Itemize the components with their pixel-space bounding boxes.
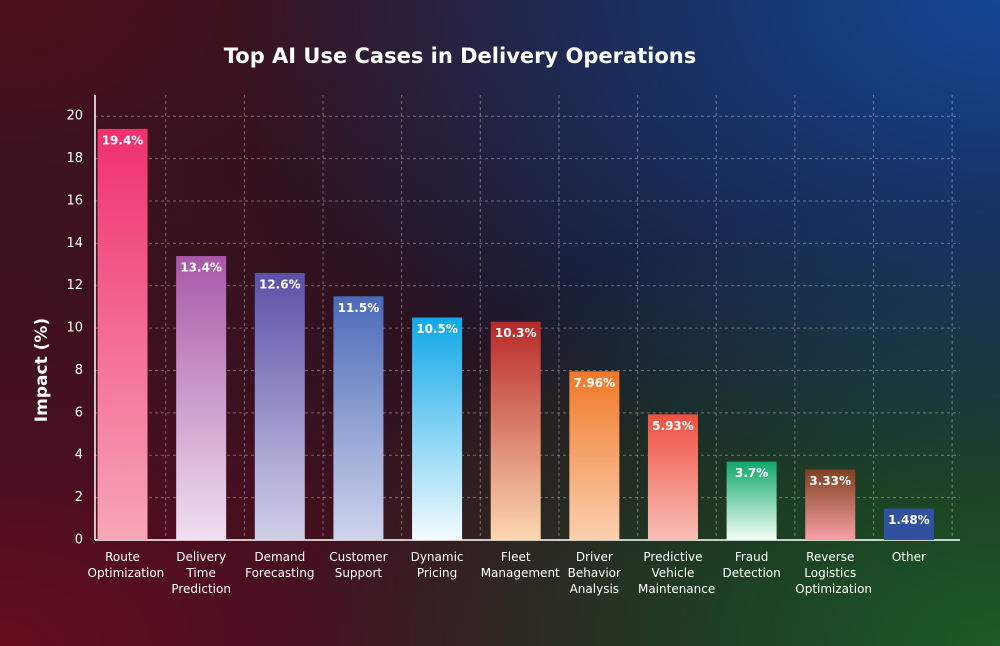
y-tick-label: 2 [75, 490, 83, 505]
bar [254, 273, 305, 540]
bar [412, 317, 463, 540]
bar [883, 508, 934, 540]
bar [726, 461, 777, 540]
data-label: 3.7% [735, 466, 768, 480]
x-tick-label: Other [891, 550, 926, 564]
bar [569, 371, 620, 540]
chart-title: Top AI Use Cases in Delivery Operations [224, 44, 697, 68]
y-tick-label: 12 [66, 278, 83, 293]
x-tick-label: Customer Support [329, 550, 388, 580]
x-tick-label: Fraud Detection [722, 550, 781, 580]
data-label: 10.5% [416, 322, 458, 336]
y-tick-label: 4 [75, 448, 83, 463]
y-axis-label: Impact (%) [32, 318, 52, 422]
data-label: 12.6% [259, 278, 301, 292]
bar [176, 256, 227, 540]
x-tick-label: Demand Forecasting [245, 550, 315, 580]
bar [333, 296, 384, 540]
data-label: 19.4% [102, 133, 144, 147]
x-tick-label: Reverse Logistics Optimization [795, 550, 873, 596]
data-label: 7.96% [574, 376, 616, 390]
y-tick-label: 8 [75, 363, 83, 378]
data-label: 13.4% [180, 261, 222, 275]
data-label: 5.93% [652, 419, 694, 433]
x-tick-label: Driver Behavior Analysis [567, 550, 621, 596]
y-tick-label: 14 [66, 236, 83, 251]
data-label: 11.5% [338, 301, 380, 315]
x-tick-label: Route Optimization [87, 550, 165, 580]
x-tick-label: Dynamic Pricing [410, 550, 464, 580]
y-tick-label: 18 [66, 151, 83, 166]
bar [97, 128, 148, 540]
y-tick-label: 0 [75, 533, 83, 548]
y-tick-label: 10 [66, 321, 83, 336]
y-tick-label: 20 [66, 109, 83, 124]
y-tick-label: 16 [66, 193, 83, 208]
data-label: 3.33% [809, 474, 851, 488]
bar [490, 321, 541, 540]
bar [647, 414, 698, 540]
y-tick-label: 6 [75, 405, 83, 420]
data-label: 10.3% [495, 326, 537, 340]
data-label: 1.48% [888, 513, 930, 527]
x-tick-label: Fleet Management [480, 550, 560, 580]
x-tick-label: Predictive Vehicle Maintenance [637, 550, 716, 596]
bar [805, 469, 856, 540]
x-tick-label: Delivery Time Prediction [171, 550, 231, 596]
